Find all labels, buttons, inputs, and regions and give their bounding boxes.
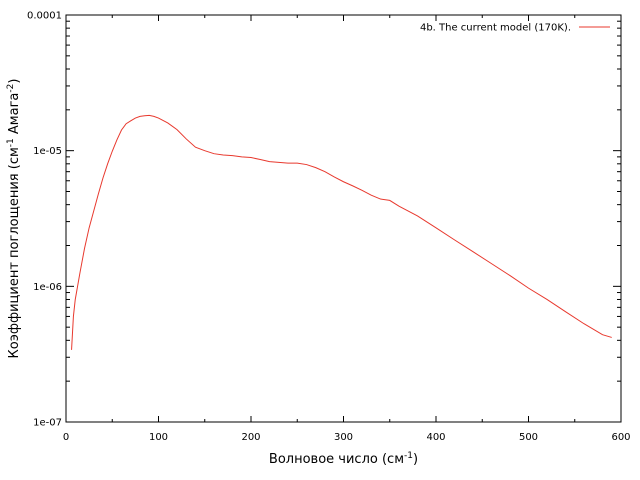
y-tick-label: 1e-06 — [33, 282, 62, 293]
x-axis-label: Волновое число (см-1) — [269, 451, 418, 467]
y-tick-label: 1e-05 — [33, 146, 62, 157]
x-tick-label: 500 — [519, 432, 538, 443]
x-axis: 0 100 200 300 400 500 600 — [63, 15, 631, 443]
legend-label: 4b. The current model (170K). — [420, 23, 571, 34]
y-tick-label: 0.0001 — [27, 11, 62, 22]
series-layer — [71, 114, 612, 350]
legend: 4b. The current model (170K). — [420, 23, 610, 34]
y-axis: 1e-07 1e-06 1e-05 0.0001 — [27, 11, 621, 429]
y-tick-label: 1e-07 — [33, 418, 62, 429]
x-tick-label: 400 — [426, 432, 445, 443]
x-tick-label: 600 — [611, 432, 630, 443]
y-axis-label: Коэффициент поглощения (см-1 Амага-2) — [6, 79, 22, 359]
x-tick-label: 300 — [334, 432, 353, 443]
x-tick-label: 100 — [149, 432, 168, 443]
plot-area — [65, 14, 622, 423]
series-line — [71, 114, 612, 350]
x-tick-label: 200 — [241, 432, 260, 443]
x-tick-label: 0 — [63, 432, 69, 443]
